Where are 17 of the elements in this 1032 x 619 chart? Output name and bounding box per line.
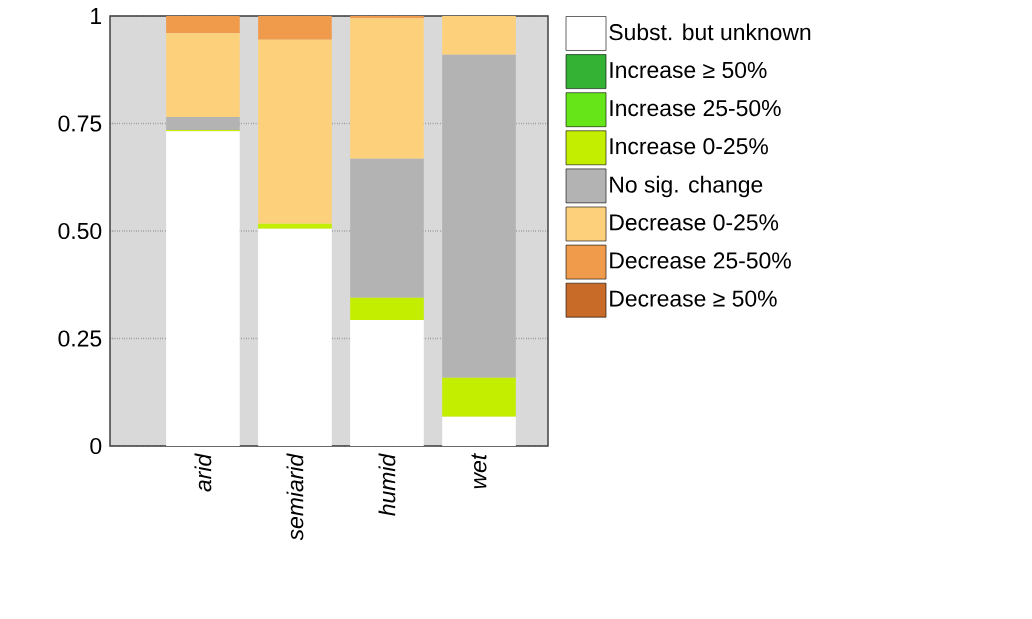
legend-label: Decrease 25-50% — [610, 252, 791, 269]
y-tick-label: 1 — [91, 8, 102, 24]
legend-label: Increase 0-25% — [610, 138, 768, 155]
legend-label: Decrease 0-25% — [610, 214, 779, 231]
legend-label: Subst. but unknown — [609, 23, 811, 41]
x-tick-label: arid — [194, 453, 212, 492]
legend-label: Increase 25-50% — [610, 99, 781, 117]
x-tick-label: wet — [471, 453, 487, 489]
y-tick-label: 0.50 — [58, 222, 102, 240]
x-tick-label: semiarid — [286, 453, 304, 541]
x-tick-label: humid — [378, 453, 396, 516]
y-tick-label: 0.25 — [58, 330, 102, 347]
legend-label: Decrease ≥ 50% — [610, 290, 777, 307]
y-tick-label: 0.75 — [58, 115, 102, 132]
legend-label: Increase ≥ 50% — [610, 61, 767, 79]
legend-label: No sig. change — [610, 175, 763, 198]
y-tick-label: 0 — [90, 437, 102, 455]
